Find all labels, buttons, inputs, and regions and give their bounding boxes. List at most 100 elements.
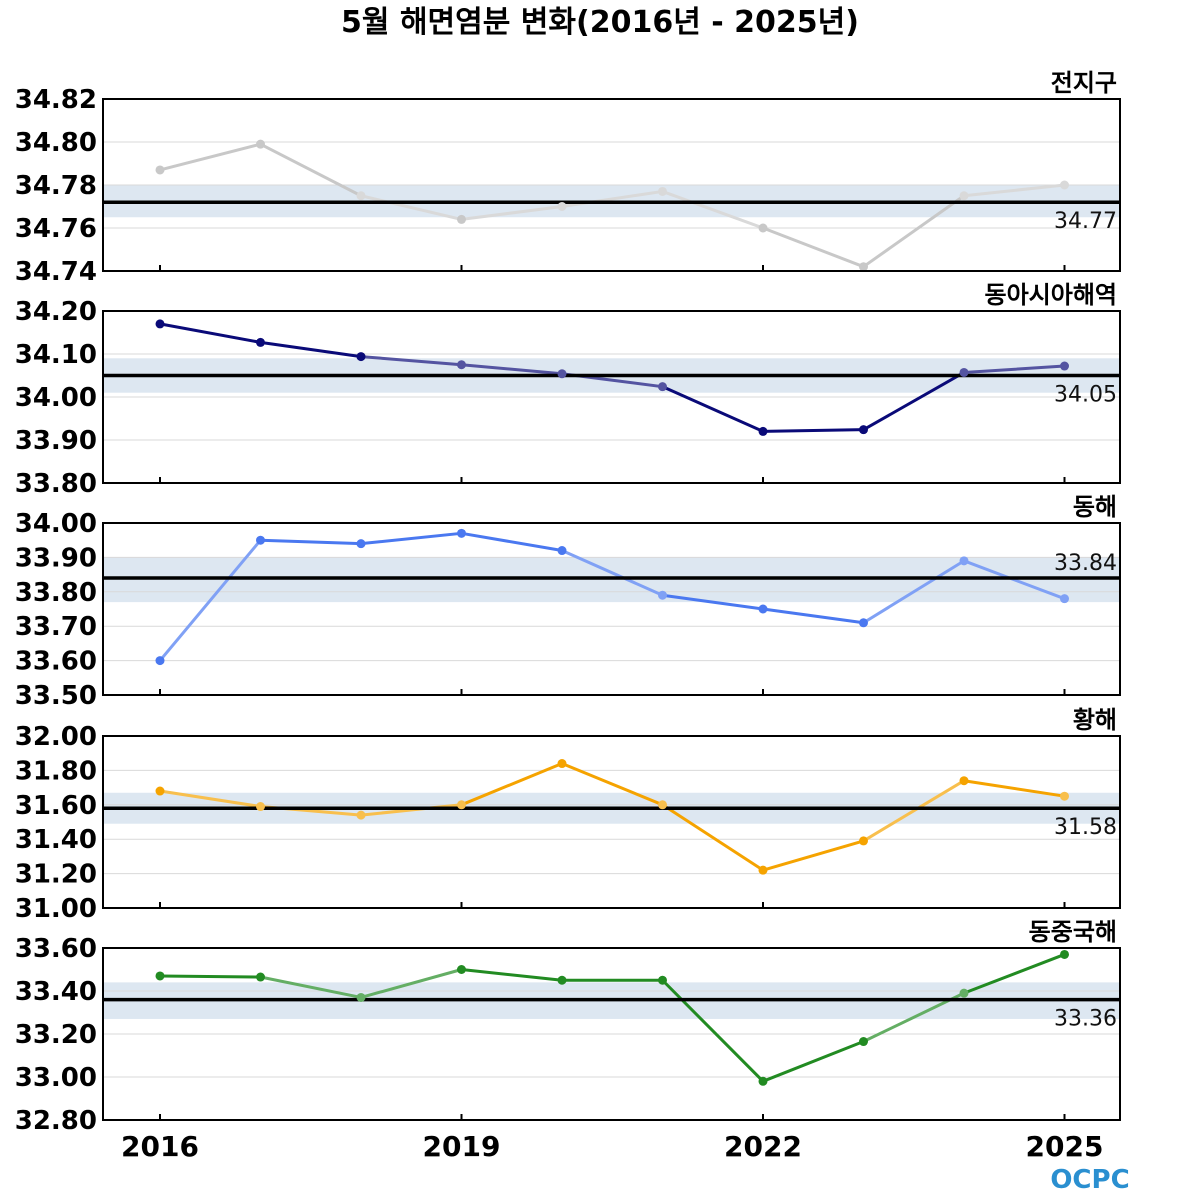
- data-point: [1060, 594, 1069, 604]
- series-segment: [661, 803, 765, 872]
- mean-value-label: 31.58: [1054, 815, 1117, 840]
- y-tick-label: 33.50: [15, 681, 97, 711]
- y-tick-label: 33.80: [15, 578, 97, 608]
- series-segment: [158, 538, 262, 663]
- mean-value-label: 34.77: [1054, 209, 1117, 234]
- data-point: [658, 590, 667, 600]
- data-point: [758, 223, 768, 233]
- series-segment: [460, 968, 564, 982]
- data-point: [457, 800, 466, 810]
- data-point: [758, 604, 768, 614]
- data-point: [457, 965, 466, 974]
- series-segment: [259, 142, 363, 198]
- y-tick-label: 33.90: [15, 426, 97, 456]
- series-segment: [259, 340, 363, 359]
- x-tick-label: 2025: [1026, 1130, 1104, 1163]
- y-tick-label: 31.00: [15, 894, 97, 924]
- panels: 34.7434.7634.7834.8034.82전지구34.7733.8033…: [15, 69, 1121, 1136]
- panel-2: 33.50 33.60 33.70 33.80 33.90 34.00 동해 33.84: [15, 493, 1121, 711]
- data-point: [155, 319, 165, 329]
- series-segment: [560, 549, 664, 597]
- data-point: [959, 556, 969, 566]
- y-tick-label: 31.80: [15, 756, 97, 786]
- series-segment: [661, 593, 765, 611]
- data-point: [155, 656, 165, 666]
- y-tick-label: 34.78: [15, 171, 97, 201]
- panel-frame: [102, 310, 1121, 484]
- series-segment: [661, 385, 765, 433]
- series-segment: [761, 428, 865, 433]
- data-point: [959, 191, 969, 201]
- x-tick-label: 2019: [423, 1130, 501, 1163]
- data-point: [1060, 949, 1069, 959]
- data-point: [658, 800, 667, 810]
- data-point: [457, 214, 466, 224]
- data-point: [457, 528, 466, 538]
- mean-value-label: 33.84: [1054, 551, 1117, 576]
- data-point: [356, 810, 366, 820]
- mean-value-label: 34.05: [1054, 383, 1117, 408]
- data-point: [256, 802, 265, 812]
- y-tick-label: 31.20: [15, 860, 97, 890]
- series-segment: [862, 559, 966, 625]
- y-tick-label: 31.60: [15, 791, 97, 821]
- data-point: [256, 139, 265, 149]
- panel-3: 31.00 31.20 31.40 31.60 31.80 32.00 황해 31.58: [15, 706, 1121, 924]
- series-segment: [560, 189, 664, 208]
- panel-label: 동중국해: [1029, 918, 1117, 946]
- series-segment: [158, 142, 262, 172]
- x-tick-label: 2022: [724, 1130, 802, 1163]
- y-tick-label: 33.80: [15, 469, 97, 499]
- series-segment: [862, 370, 966, 432]
- data-point: [256, 337, 265, 347]
- y-tick-label: 33.20: [15, 1020, 97, 1050]
- series-segment: [359, 531, 463, 546]
- series-segment: [962, 364, 1066, 374]
- data-point: [557, 369, 567, 379]
- series-segment: [761, 839, 865, 872]
- series-segment: [761, 226, 865, 269]
- y-tick-label: 34.74: [15, 257, 97, 287]
- series-segment: [460, 762, 564, 807]
- data-point: [155, 786, 165, 796]
- y-tick-label: 33.00: [15, 1063, 97, 1093]
- x-tick-label: 2016: [121, 1130, 199, 1163]
- data-point: [155, 971, 165, 981]
- panel-label: 동해: [1073, 493, 1117, 521]
- panel-frame: [102, 522, 1121, 696]
- x-axis: 2016 2019 2022 2025: [121, 1130, 1103, 1163]
- data-point: [859, 836, 868, 846]
- data-point: [959, 776, 969, 786]
- y-tick-label: 34.20: [15, 297, 97, 327]
- data-point: [758, 1076, 768, 1086]
- data-point: [758, 426, 768, 436]
- y-tick-label: 34.00: [15, 383, 97, 413]
- data-point: [356, 539, 366, 549]
- data-point: [859, 425, 868, 435]
- series-segment: [560, 762, 664, 807]
- series-segment: [761, 607, 865, 625]
- y-tick-label: 34.10: [15, 340, 97, 370]
- series-segment: [158, 789, 262, 809]
- y-tick-label: 31.40: [15, 825, 97, 855]
- y-tick-label: 33.90: [15, 543, 97, 573]
- data-point: [557, 202, 567, 211]
- data-point: [256, 972, 265, 982]
- y-tick-label: 33.70: [15, 612, 97, 642]
- logo-text: OCPC: [1050, 1165, 1129, 1195]
- y-tick-label: 34.82: [15, 85, 97, 115]
- data-point: [758, 865, 768, 875]
- series-segment: [661, 189, 765, 230]
- data-point: [155, 165, 165, 175]
- data-point: [557, 759, 567, 769]
- series-segment: [359, 355, 463, 367]
- data-point: [1060, 361, 1069, 371]
- series-segment: [359, 968, 463, 999]
- y-tick-label: 34.00: [15, 509, 97, 539]
- panel-0: 34.74 34.76 34.78 34.80 34.82 전지구 34.77: [15, 69, 1121, 287]
- y-tick-label: 34.80: [15, 128, 97, 158]
- data-point: [658, 975, 667, 985]
- series-segment: [962, 952, 1066, 995]
- series-segment: [962, 183, 1066, 198]
